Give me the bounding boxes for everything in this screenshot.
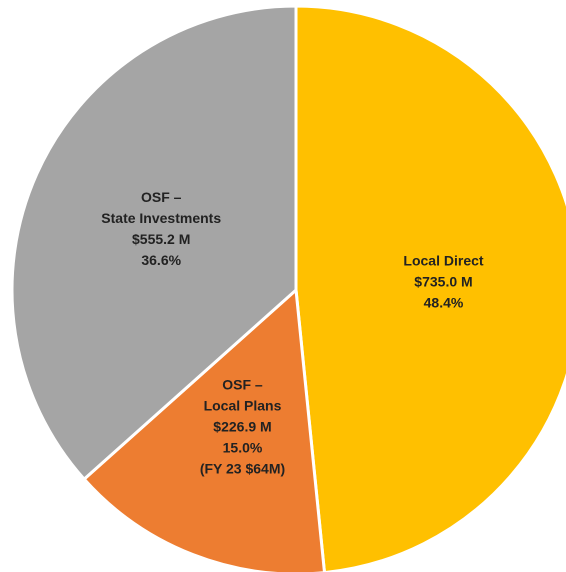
value-label: 36.6% (141, 252, 181, 268)
amount-label: $555.2 M (132, 231, 190, 247)
value-label: 15.0% (223, 439, 263, 455)
slice-label: Local Plans (204, 397, 282, 413)
slice-label: OSF – (141, 189, 182, 205)
value-label: 48.4% (424, 294, 464, 310)
amount-label: $735.0 M (414, 273, 472, 289)
pie-slice (10, 4, 298, 482)
pie-slice (294, 4, 566, 572)
slice-label: Local Direct (403, 252, 483, 268)
slice-label: OSF – (222, 376, 263, 392)
note: (FY 23 $64M) (200, 460, 285, 476)
pie-slice (82, 286, 326, 572)
slice-label: State Investments (101, 210, 221, 226)
amount-label: $226.9 M (213, 418, 271, 434)
